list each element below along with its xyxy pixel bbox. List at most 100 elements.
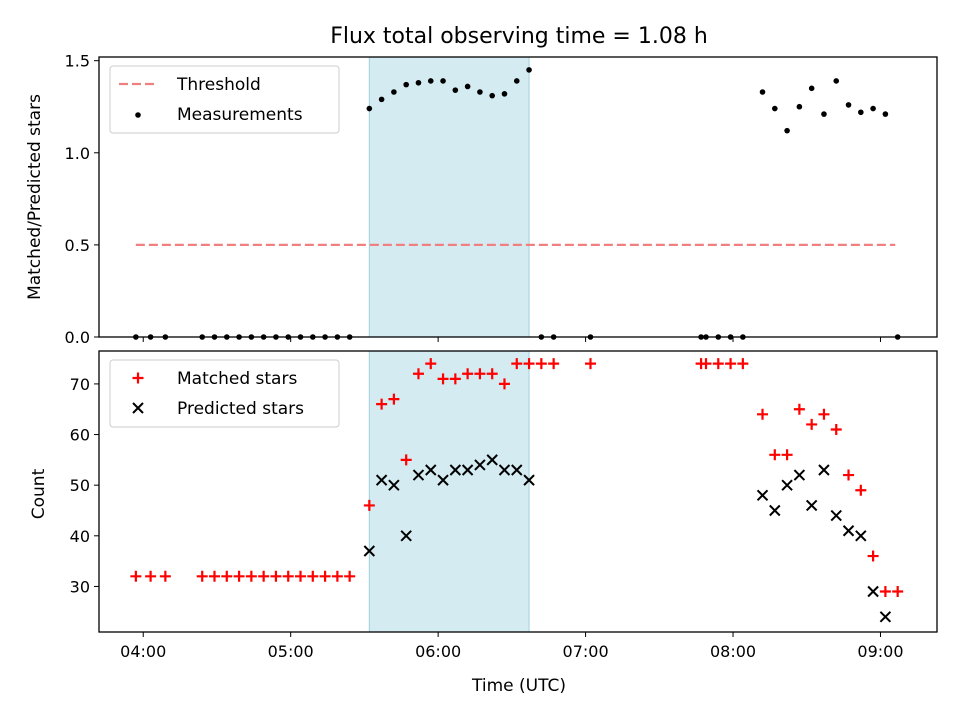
- data-point: [843, 469, 855, 481]
- bottom-y-axis-label: Count: [29, 468, 49, 519]
- data-point: [501, 91, 508, 97]
- data-point: [535, 358, 547, 370]
- data-point: [489, 92, 495, 99]
- y-tick-label: 70: [70, 375, 90, 394]
- data-point: [477, 89, 483, 95]
- data-point: [375, 474, 388, 486]
- data-point: [319, 570, 331, 582]
- panel-ratio: 0.0 0.5 1.0 1.5 Threshold Measurements: [65, 52, 938, 347]
- legend: Matched stars Predicted stars: [109, 359, 340, 428]
- data-point: [879, 585, 891, 597]
- data-point: [821, 111, 827, 117]
- data-point: [388, 393, 400, 405]
- data-point: [498, 464, 511, 476]
- data-point: [412, 368, 424, 380]
- data-point: [805, 499, 818, 512]
- data-point: [784, 127, 790, 134]
- data-point: [440, 78, 446, 84]
- data-point: [427, 78, 434, 84]
- legend-label: Matched stars: [177, 369, 297, 389]
- data-point: [867, 550, 879, 562]
- data-point: [870, 105, 876, 112]
- data-point: [388, 479, 400, 491]
- legend-label: Measurements: [177, 105, 303, 125]
- data-point: [295, 570, 307, 582]
- data-point: [584, 358, 596, 370]
- data-point: [282, 570, 294, 582]
- data-point: [756, 489, 769, 502]
- legend: Threshold Measurements: [109, 65, 340, 134]
- data-point: [400, 530, 412, 542]
- panel-counts: 30 40 50 60 70 04:00 05:00 06:00 07:00 08:00 09:00…: [70, 350, 938, 661]
- data-point: [437, 373, 449, 385]
- data-point: [425, 358, 437, 370]
- legend-marker: [132, 372, 144, 384]
- y-tick-label: 1.0: [65, 144, 90, 163]
- x-tick-label: 04:00: [120, 642, 166, 661]
- data-point: [769, 449, 781, 461]
- highlight-span: [368, 56, 530, 338]
- data-point: [415, 79, 422, 86]
- data-point: [307, 570, 319, 582]
- x-tick-label: 09:00: [857, 642, 903, 661]
- data-point: [376, 398, 388, 410]
- data-point: [806, 418, 818, 430]
- data-point: [867, 585, 879, 598]
- data-point: [759, 89, 766, 95]
- data-point: [486, 368, 498, 380]
- data-point: [523, 358, 535, 370]
- data-point: [464, 83, 471, 90]
- data-point: [331, 570, 343, 582]
- data-point: [449, 373, 461, 385]
- x-tick-label: 05:00: [268, 642, 314, 661]
- data-point: [511, 464, 523, 476]
- data-point: [855, 530, 867, 542]
- y-tick-label: 1.5: [65, 52, 90, 71]
- series-matched-stars: [130, 358, 904, 597]
- data-point: [366, 105, 373, 112]
- y-tick-label: 30: [70, 577, 90, 596]
- data-point: [159, 570, 171, 582]
- data-point: [209, 570, 221, 582]
- data-point: [855, 484, 867, 496]
- data-point: [781, 449, 793, 461]
- data-point: [523, 474, 535, 486]
- data-point: [796, 103, 803, 110]
- data-point: [474, 368, 486, 380]
- data-point: [391, 89, 397, 95]
- data-point: [498, 378, 510, 390]
- data-point: [830, 423, 842, 435]
- data-point: [474, 459, 486, 471]
- data-point: [772, 105, 778, 112]
- y-tick-label: 50: [70, 476, 90, 495]
- y-tick-label: 0.0: [65, 328, 90, 347]
- plot-frame: [98, 350, 938, 633]
- legend-label: Predicted stars: [177, 399, 304, 419]
- data-point: [449, 464, 462, 476]
- data-point: [757, 408, 769, 420]
- plot-frame: [98, 56, 938, 338]
- data-point: [461, 464, 474, 476]
- data-point: [196, 570, 208, 582]
- data-point: [725, 358, 737, 370]
- data-point: [233, 570, 245, 582]
- data-point: [425, 464, 437, 476]
- data-point: [486, 454, 498, 466]
- x-tick-label: 06:00: [415, 642, 461, 661]
- data-point: [145, 570, 157, 582]
- data-point: [400, 454, 412, 466]
- legend-marker: [132, 402, 144, 414]
- data-point: [833, 78, 840, 84]
- x-tick-label: 08:00: [710, 642, 756, 661]
- y-tick-label: 0.5: [65, 236, 90, 255]
- data-point: [548, 358, 560, 370]
- legend-marker: [135, 112, 141, 118]
- data-point: [363, 499, 375, 511]
- legend-label: Threshold: [176, 75, 261, 95]
- data-point: [769, 504, 781, 517]
- y-tick-label: 60: [70, 426, 90, 445]
- legend-box: [109, 359, 340, 428]
- y-tick-label: 40: [70, 527, 90, 546]
- data-point: [845, 102, 852, 108]
